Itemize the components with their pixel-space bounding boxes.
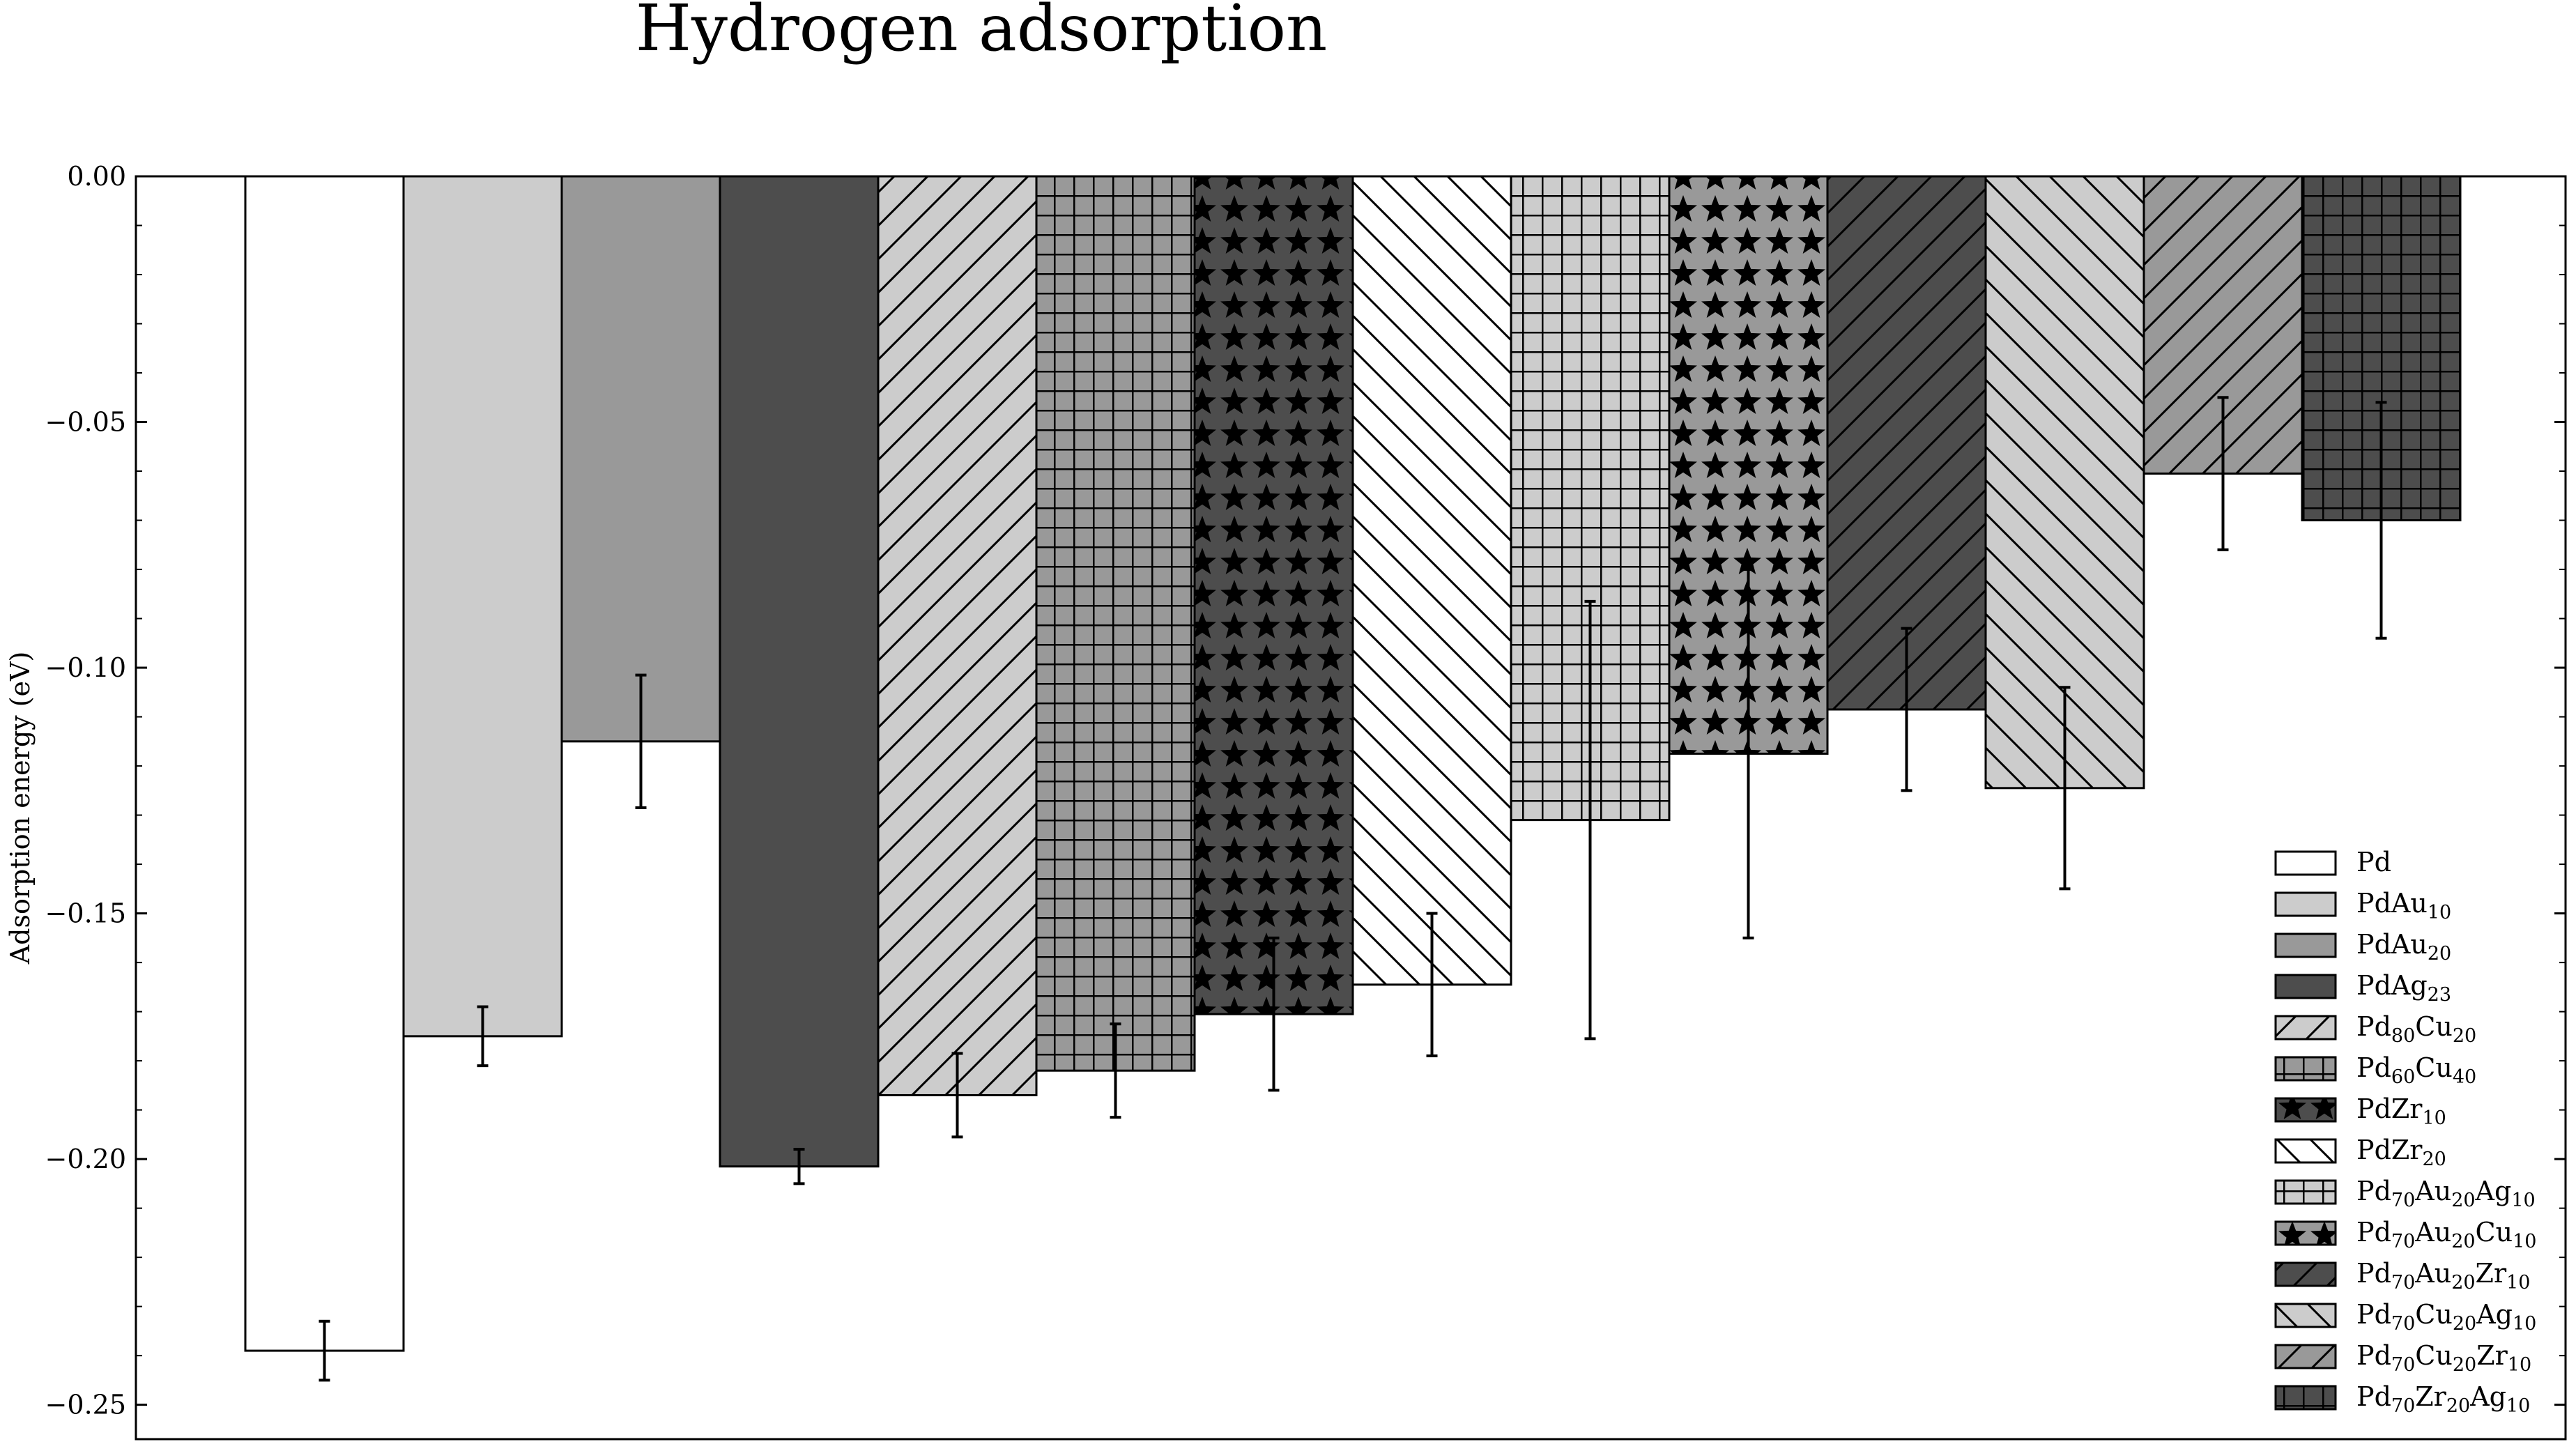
bar-Pd bbox=[244, 175, 405, 1352]
bar-Pd80Cu20 bbox=[877, 175, 1038, 1096]
legend-item-Pd80Cu20: Pd80Cu20 bbox=[2274, 1011, 2476, 1047]
legend-label: Pd70Cu20Zr10 bbox=[2356, 1340, 2531, 1376]
legend-label: Pd70Au20Zr10 bbox=[2356, 1258, 2530, 1293]
error-bar-Pd70Cu20Zr10 bbox=[2217, 396, 2229, 551]
chart-title: Hydrogen adsorption bbox=[636, 0, 1328, 66]
legend-item-Pd70Au20Ag10: Pd70Au20Ag10 bbox=[2274, 1176, 2536, 1211]
legend-item-Pd70Zr20Ag10: Pd70Zr20Ag10 bbox=[2274, 1381, 2530, 1417]
legend-swatch bbox=[2274, 1097, 2337, 1123]
legend-item-Pd70Cu20Ag10: Pd70Cu20Ag10 bbox=[2274, 1299, 2536, 1335]
error-bar-PdZr20 bbox=[1426, 912, 1438, 1058]
bar-PdAg23 bbox=[719, 175, 880, 1168]
y-tick-label: 0.00 bbox=[67, 161, 126, 192]
bar-PdAu20 bbox=[560, 175, 721, 743]
error-bar-Pd70Zr20Ag10 bbox=[2375, 401, 2387, 640]
legend-label: Pd60Cu40 bbox=[2356, 1052, 2476, 1088]
legend-label: PdZr20 bbox=[2356, 1135, 2446, 1170]
error-bar-PdZr10 bbox=[1268, 936, 1280, 1092]
bar-Pd60Cu40 bbox=[1035, 175, 1196, 1072]
legend-label: PdAu10 bbox=[2356, 888, 2451, 923]
legend-swatch bbox=[2274, 1015, 2337, 1041]
bar-PdZr10 bbox=[1193, 175, 1354, 1015]
legend: Pd PdAu10 PdAu20 PdAg23 Pd80Cu20 Pd60Cu40 PdZr… bbox=[2274, 847, 2536, 1417]
legend-item-Pd70Au20Zr10: Pd70Au20Zr10 bbox=[2274, 1258, 2530, 1293]
y-axis-label: Adsorption energy (eV) bbox=[5, 652, 36, 965]
legend-item-Pd70Au20Cu10: Pd70Au20Cu10 bbox=[2274, 1217, 2536, 1252]
error-bar-Pd70Au20Cu10 bbox=[1742, 568, 1754, 939]
legend-label: PdAu20 bbox=[2356, 929, 2451, 965]
legend-label: Pd bbox=[2356, 847, 2391, 877]
legend-item-PdAu10: PdAu10 bbox=[2274, 888, 2451, 923]
bars-layer bbox=[244, 175, 2462, 1352]
error-bar-Pd bbox=[319, 1319, 330, 1382]
legend-label: Pd70Cu20Ag10 bbox=[2356, 1299, 2536, 1335]
legend-item-PdAu20: PdAu20 bbox=[2274, 929, 2451, 965]
y-tick-label: −0.05 bbox=[45, 407, 126, 438]
legend-swatch bbox=[2274, 932, 2337, 958]
legend-item-PdZr10: PdZr10 bbox=[2274, 1093, 2446, 1129]
y-tick-label: −0.20 bbox=[45, 1144, 126, 1174]
legend-swatch bbox=[2274, 1220, 2337, 1246]
legend-label: PdAg23 bbox=[2356, 970, 2451, 1006]
error-bar-Pd70Cu20Ag10 bbox=[2059, 686, 2071, 891]
error-bar-Pd70Au20Zr10 bbox=[1901, 627, 1912, 792]
legend-swatch bbox=[2274, 891, 2337, 917]
legend-swatch bbox=[2274, 1261, 2337, 1287]
y-tick-label: −0.15 bbox=[45, 898, 126, 929]
legend-swatch bbox=[2274, 1344, 2337, 1369]
legend-item-PdZr20: PdZr20 bbox=[2274, 1135, 2446, 1170]
legend-swatch bbox=[2274, 1056, 2337, 1082]
error-bar-Pd60Cu40 bbox=[1110, 1022, 1121, 1119]
error-bars-layer bbox=[319, 396, 2387, 1382]
legend-swatch bbox=[2274, 850, 2337, 876]
legend-swatch bbox=[2274, 1179, 2337, 1205]
bar-PdAu10 bbox=[402, 175, 563, 1038]
legend-swatch bbox=[2274, 974, 2337, 999]
legend-swatch bbox=[2274, 1138, 2337, 1164]
legend-item-PdAg23: PdAg23 bbox=[2274, 970, 2451, 1006]
legend-item-Pd: Pd bbox=[2274, 847, 2391, 877]
bar-PdZr20 bbox=[1351, 175, 1512, 986]
legend-item-Pd60Cu40: Pd60Cu40 bbox=[2274, 1052, 2476, 1088]
plot-frame bbox=[135, 175, 2567, 1441]
legend-label: Pd70Zr20Ag10 bbox=[2356, 1381, 2530, 1417]
error-bar-Pd80Cu20 bbox=[951, 1052, 963, 1139]
legend-label: Pd70Au20Cu10 bbox=[2356, 1217, 2536, 1252]
legend-label: Pd80Cu20 bbox=[2356, 1011, 2476, 1047]
error-bar-PdAu10 bbox=[477, 1005, 489, 1068]
legend-label: Pd70Au20Ag10 bbox=[2356, 1176, 2536, 1211]
error-bar-Pd70Au20Ag10 bbox=[1584, 599, 1596, 1041]
error-bar-PdAg23 bbox=[793, 1148, 805, 1185]
legend-item-Pd70Cu20Zr10: Pd70Cu20Zr10 bbox=[2274, 1340, 2531, 1376]
legend-swatch bbox=[2274, 1385, 2337, 1411]
y-tick-label: −0.10 bbox=[45, 652, 126, 683]
legend-swatch bbox=[2274, 1303, 2337, 1328]
error-bar-PdAu20 bbox=[635, 673, 647, 809]
y-tick-label: −0.25 bbox=[45, 1390, 126, 1420]
legend-label: PdZr10 bbox=[2356, 1093, 2446, 1129]
y-axis: 0.00 −0.05 −0.10 −0.15 −0.20 −0.25 bbox=[45, 161, 2566, 1420]
